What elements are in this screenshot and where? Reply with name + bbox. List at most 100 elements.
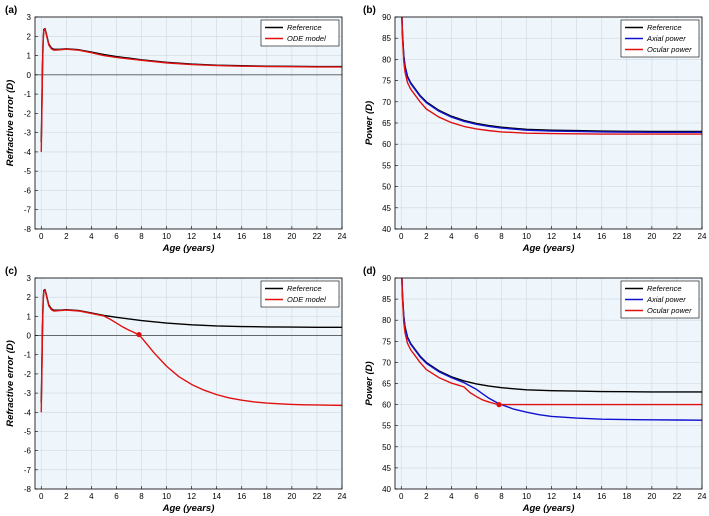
x-tick-label: 0 — [39, 232, 44, 241]
y-tick-label: -5 — [24, 167, 32, 176]
y-tick-label: 45 — [382, 464, 391, 473]
x-tick-label: 10 — [162, 492, 171, 501]
y-tick-label: 75 — [382, 77, 391, 86]
x-axis-title: Age (years) — [522, 503, 575, 514]
y-tick-label: -2 — [24, 109, 32, 118]
x-tick-label: 24 — [698, 232, 707, 241]
x-axis-title: Age (years) — [522, 243, 575, 254]
x-tick-label: 22 — [312, 232, 321, 241]
legend-entry: Reference — [287, 284, 322, 293]
x-tick-label: 14 — [212, 232, 221, 241]
x-tick-label: 6 — [114, 492, 119, 501]
y-tick-label: -8 — [24, 225, 32, 234]
x-tick-label: 10 — [162, 232, 171, 241]
series-line-ocular-power — [401, 278, 702, 406]
x-tick-label: 14 — [212, 492, 221, 501]
series-group — [40, 27, 342, 152]
y-tick-label: 1 — [27, 312, 32, 321]
panel-label: (a) — [5, 5, 17, 16]
x-tick-label: 24 — [338, 492, 347, 501]
y-axis-title: Power (D) — [364, 361, 375, 405]
x-tick-label: 0 — [39, 492, 44, 501]
legend: Reference ODE model — [260, 19, 340, 47]
x-tick-label: 20 — [647, 232, 656, 241]
x-tick-label: 0 — [399, 232, 404, 241]
y-tick-label: 0 — [27, 71, 32, 80]
y-tick-label: 90 — [382, 13, 391, 22]
y-axis-title: Refractive error (D) — [5, 80, 16, 167]
y-tick-label: 3 — [27, 274, 32, 283]
x-tick-label: 20 — [287, 492, 296, 501]
x-tick-label: 6 — [474, 232, 479, 241]
x-tick-label: 2 — [424, 232, 429, 241]
legend-entry: Axial power — [646, 295, 686, 304]
y-tick-label: -3 — [24, 389, 32, 398]
legend-entry: Ocular power — [647, 45, 692, 54]
x-tick-label: 4 — [89, 232, 94, 241]
y-tick-label: 50 — [382, 183, 391, 192]
y-tick-label: -6 — [24, 447, 32, 456]
x-tick-label: 6 — [114, 232, 119, 241]
y-tick-label: 70 — [382, 98, 391, 107]
y-tick-label: 65 — [382, 119, 391, 128]
series-line-ode-model — [40, 28, 342, 152]
y-tick-label: -3 — [24, 129, 32, 138]
chart-panel-b: (b)0 2 4 6 8 10 12 14 16 18 20 22 244045505560657075… — [363, 5, 707, 254]
legend: Reference Axial power Ocular power — [620, 19, 700, 58]
y-tick-label: 80 — [382, 316, 391, 325]
event-marker — [496, 402, 502, 408]
x-tick-label: 22 — [672, 492, 681, 501]
y-axis-title: Power (D) — [364, 101, 375, 145]
x-tick-label: 24 — [338, 232, 347, 241]
x-tick-label: 18 — [262, 232, 271, 241]
y-tick-label: 65 — [382, 380, 391, 389]
y-tick-label: 60 — [382, 140, 391, 149]
series-line-axial-power — [401, 278, 702, 421]
x-tick-label: 16 — [237, 232, 246, 241]
y-tick-label: 40 — [382, 485, 391, 494]
x-tick-label: 14 — [572, 232, 581, 241]
y-tick-label: -4 — [24, 148, 32, 157]
x-axis-title: Age (years) — [162, 243, 215, 254]
y-tick-label: -1 — [24, 351, 32, 360]
x-tick-label: 14 — [572, 492, 581, 501]
legend-entry: Reference — [647, 23, 682, 32]
chart-panel-c: (c)0 2 4 6 8 10 12 14 16 18 20 22 24-8-7-6-5-4-3-2-1… — [5, 266, 347, 514]
y-tick-label: 75 — [382, 337, 391, 346]
x-tick-label: 2 — [424, 492, 429, 501]
legend-box — [620, 19, 700, 58]
plot-area — [35, 17, 342, 229]
x-tick-label: 8 — [499, 492, 504, 501]
x-tick-label: 6 — [474, 492, 479, 501]
chart-panel-a: (a)0 2 4 6 8 10 12 14 16 18 20 22 24-8-7-6-5-4-3-2-1… — [5, 5, 347, 254]
y-tick-label: 85 — [382, 34, 391, 43]
y-tick-label: 80 — [382, 55, 391, 64]
y-tick-label: 90 — [382, 274, 391, 283]
x-tick-label: 18 — [262, 492, 271, 501]
x-tick-label: 4 — [89, 492, 94, 501]
plot-area — [35, 278, 342, 489]
series-line-ocular-power — [401, 17, 702, 135]
x-tick-label: 18 — [622, 492, 631, 501]
axes-frame — [34, 16, 343, 230]
x-tick-label: 24 — [698, 492, 707, 501]
y-tick-label: -6 — [24, 186, 32, 195]
y-tick-label: 55 — [382, 422, 391, 431]
panel-label: (b) — [363, 5, 376, 16]
legend: Reference ODE model — [260, 280, 340, 308]
series-line-axial-power — [401, 17, 702, 134]
series-line-ode-model — [40, 289, 342, 413]
x-axis-title: Age (years) — [162, 503, 215, 514]
legend-entry: Axial power — [646, 34, 686, 43]
panel-label: (c) — [5, 266, 17, 277]
legend-box — [260, 280, 340, 308]
legend-box — [260, 19, 340, 47]
x-tick-label: 22 — [672, 232, 681, 241]
x-tick-label: 16 — [597, 492, 606, 501]
x-tick-label: 20 — [647, 492, 656, 501]
x-tick-label: 12 — [187, 492, 196, 501]
series-group — [40, 288, 342, 413]
x-tick-label: 0 — [399, 492, 404, 501]
y-tick-label: -5 — [24, 427, 32, 436]
